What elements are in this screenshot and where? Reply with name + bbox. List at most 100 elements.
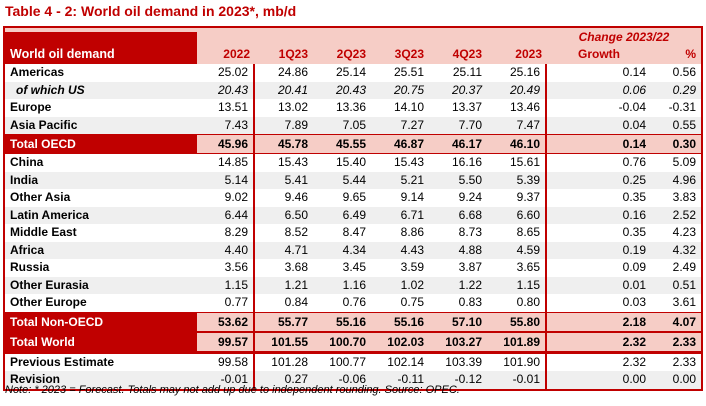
value-cell: 55.16 <box>371 312 429 331</box>
value-cell: 3.59 <box>400 260 424 274</box>
value-cell: -0.06 <box>338 372 366 386</box>
value-cell: 1.02 <box>400 277 424 292</box>
value-cell: 53.62 <box>197 312 255 331</box>
value-cell: 0.00 <box>622 372 646 386</box>
value-cell: 25.14 <box>335 65 366 79</box>
page-title: Table 4 - 2: World oil demand in 2023*, … <box>5 3 297 19</box>
value-cell: 5.39 <box>487 171 547 189</box>
value-cell: 14.85 <box>197 154 255 172</box>
value-cell: -0.31 <box>668 100 696 114</box>
value-cell: 2.33 <box>651 332 701 351</box>
value-cell: 0.04 <box>622 117 646 132</box>
column-header: 2023 <box>515 47 542 61</box>
value-cell: 0.35 <box>622 190 646 204</box>
value-cell: 6.71 <box>400 207 424 222</box>
value-cell: 0.51 <box>672 277 696 292</box>
value-cell: 5.44 <box>342 172 366 187</box>
value-cell: 7.05 <box>342 117 366 132</box>
value-cell: 101.55 <box>255 332 313 351</box>
value-cell: 0.01 <box>622 277 646 292</box>
value-cell: 2.32 <box>547 332 651 351</box>
table-row: Middle East 8.29 8.52 8.47 8.86 8.73 8.65 0.35 4… <box>5 224 701 242</box>
value-cell: 4.40 <box>197 241 255 259</box>
row-label: Russia <box>10 260 50 274</box>
value-cell: 4.96 <box>672 172 696 187</box>
value-cell: 7.43 <box>197 116 255 134</box>
value-cell: 3.65 <box>487 259 547 277</box>
column-header: 4Q23 <box>452 47 482 61</box>
value-cell: -0.01 <box>487 371 547 389</box>
row-label: India <box>10 172 39 187</box>
row-label: Other Europe <box>10 295 87 309</box>
row-label: Total World <box>5 332 197 351</box>
row-label: China <box>10 155 44 169</box>
value-cell: 0.14 <box>622 65 646 79</box>
value-cell: 7.47 <box>487 116 547 134</box>
value-cell: 8.47 <box>342 225 366 239</box>
value-cell: 20.49 <box>487 81 547 99</box>
value-cell: 8.29 <box>197 224 255 242</box>
value-cell: 45.96 <box>197 135 255 153</box>
value-cell: 6.60 <box>487 206 547 224</box>
value-cell: 7.89 <box>284 117 308 132</box>
value-cell: 8.52 <box>284 225 308 239</box>
value-cell: 4.71 <box>284 242 308 257</box>
value-cell: 13.51 <box>197 99 255 117</box>
header-label: World oil demand <box>10 47 115 61</box>
value-cell: 99.58 <box>197 353 255 371</box>
row-label: of which US <box>16 82 85 97</box>
value-cell: 0.06 <box>622 82 646 97</box>
value-cell: 20.41 <box>277 82 308 97</box>
value-cell: 102.03 <box>371 332 429 351</box>
value-cell: 15.43 <box>277 155 308 169</box>
table-row: Other Eurasia 1.15 1.21 1.16 1.02 1.22 1.15 0.0… <box>5 276 701 294</box>
column-header: % <box>685 47 696 61</box>
value-cell: 15.61 <box>487 154 547 172</box>
row-label: Total Non-OECD <box>5 312 197 331</box>
value-cell: 0.14 <box>547 135 651 153</box>
value-cell: 9.46 <box>284 190 308 204</box>
value-cell: 55.16 <box>313 312 371 331</box>
table-row: Asia Pacific 7.43 7.89 7.05 7.27 7.70 7.47 0.04… <box>5 116 701 134</box>
value-cell: 7.27 <box>400 117 424 132</box>
value-cell: 8.73 <box>458 225 482 239</box>
table-row: Europe 13.51 13.02 13.36 14.10 13.37 13.46 -0.0… <box>5 99 701 117</box>
value-cell: 3.87 <box>458 260 482 274</box>
value-cell: 7.70 <box>458 117 482 132</box>
table-row: Russia 3.56 3.68 3.45 3.59 3.87 3.65 0.09 2.49 <box>5 259 701 277</box>
value-cell: 0.55 <box>672 117 696 132</box>
value-cell: 0.76 <box>622 155 646 169</box>
value-cell: 5.50 <box>458 172 482 187</box>
value-cell: 3.68 <box>284 260 308 274</box>
row-label: Latin America <box>10 207 89 222</box>
row-label: Asia Pacific <box>10 117 78 132</box>
value-cell: 46.87 <box>371 135 429 153</box>
value-cell: -0.11 <box>397 372 424 386</box>
table-row: Other Asia 9.02 9.46 9.65 9.14 9.24 9.37 0.35 3.… <box>5 189 701 207</box>
value-cell: 2.33 <box>672 354 696 369</box>
column-header: 1Q23 <box>278 47 308 61</box>
value-cell: 0.27 <box>284 372 308 386</box>
value-cell: 0.03 <box>622 295 646 309</box>
value-cell: 24.86 <box>277 65 308 79</box>
value-cell: 13.37 <box>451 100 482 114</box>
value-cell: 9.65 <box>342 190 366 204</box>
table-row: Other Europe 0.77 0.84 0.76 0.75 0.83 0.80 0.03… <box>5 294 701 312</box>
table-row: Latin America 6.44 6.50 6.49 6.71 6.68 6.60 0.1… <box>5 206 701 224</box>
value-cell: 6.49 <box>342 207 366 222</box>
value-cell: 101.28 <box>271 354 308 369</box>
value-cell: 2.32 <box>622 354 646 369</box>
value-cell: 0.09 <box>622 260 646 274</box>
column-header: 2Q23 <box>336 47 366 61</box>
value-cell: 9.02 <box>197 189 255 207</box>
value-cell: 55.77 <box>255 312 313 331</box>
value-cell: 0.00 <box>672 372 696 386</box>
table-row: Total OECD 45.96 45.78 45.55 46.87 46.17 46.10… <box>5 134 701 154</box>
value-cell: 20.43 <box>197 81 255 99</box>
value-cell: -0.12 <box>454 372 482 386</box>
value-cell: 4.32 <box>672 242 696 257</box>
row-label: Europe <box>10 100 52 114</box>
value-cell: 99.57 <box>197 332 255 351</box>
row-label: Previous Estimate <box>10 354 115 369</box>
value-cell: 46.10 <box>487 135 547 153</box>
